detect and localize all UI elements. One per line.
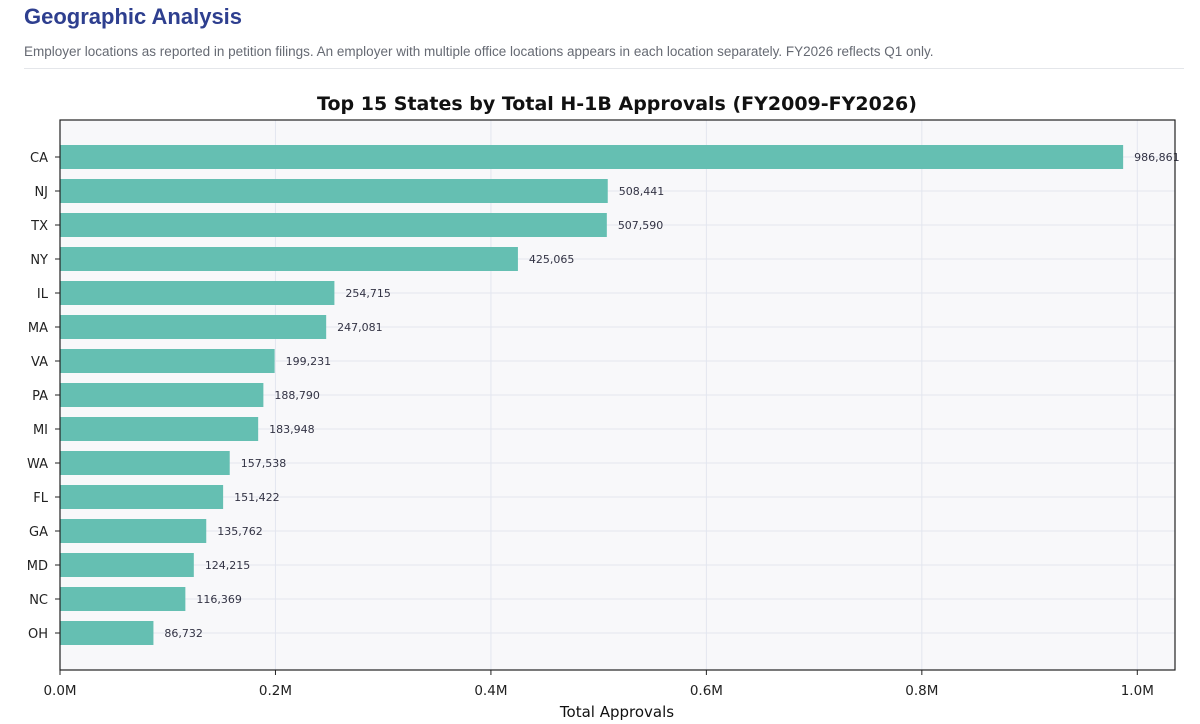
data-label-va: 199,231	[286, 355, 332, 368]
bar-oh	[60, 621, 154, 645]
x-axis: 0.0M 0.2M 0.4M 0.6M 0.8M 1.0M	[43, 670, 1154, 699]
y-tick-label-ma: MA	[28, 321, 48, 336]
bar-chart: Top 15 States by Total H-1B Approvals (F…	[27, 93, 1180, 721]
x-tick-label: 0.4M	[474, 683, 507, 699]
x-tick-label: 0.8M	[905, 683, 938, 699]
bar-il	[60, 281, 335, 305]
data-label-ny: 425,065	[529, 253, 575, 266]
x-tick-label: 0.6M	[690, 683, 723, 699]
y-tick-label-md: MD	[27, 559, 48, 574]
bar-ny	[60, 247, 518, 271]
y-tick-label-fl: FL	[33, 491, 48, 506]
y-tick-label-nj: NJ	[34, 185, 48, 200]
section-subtitle: Employer locations as reported in petiti…	[24, 44, 934, 59]
section-divider	[24, 68, 1184, 69]
bar-fl	[60, 485, 224, 509]
x-tick-label: 1.0M	[1121, 683, 1154, 699]
y-tick-label-ca: CA	[30, 151, 48, 166]
y-tick-label-il: IL	[37, 287, 49, 302]
y-tick-label-nc: NC	[29, 593, 48, 608]
bar-tx	[60, 213, 607, 237]
y-tick-label-ny: NY	[30, 253, 48, 268]
bar-nc	[60, 587, 186, 611]
bar-md	[60, 553, 194, 577]
x-axis-label: Total Approvals	[559, 703, 674, 721]
data-label-fl: 151,422	[234, 491, 279, 504]
y-tick-label-va: VA	[31, 355, 48, 370]
data-label-ca: 986,861	[1134, 151, 1180, 164]
bar-pa	[60, 383, 264, 407]
y-tick-label-pa: PA	[32, 389, 48, 404]
data-label-nj: 508,441	[619, 185, 665, 198]
bar-ga	[60, 519, 207, 543]
bar-ma	[60, 315, 327, 339]
bar-va	[60, 349, 275, 373]
data-label-md: 124,215	[205, 559, 251, 572]
data-label-ga: 135,762	[217, 525, 263, 538]
bar-ca	[60, 145, 1124, 169]
data-label-mi: 183,948	[269, 423, 315, 436]
bar-mi	[60, 417, 259, 441]
y-tick-label-wa: WA	[27, 457, 48, 472]
data-label-wa: 157,538	[241, 457, 287, 470]
bar-nj	[60, 179, 608, 203]
data-label-ma: 247,081	[337, 321, 383, 334]
y-tick-label-ga: GA	[29, 525, 48, 540]
y-axis: CA NJ TX NY IL MA VA PA MI WA FL GA MD NC OH	[27, 151, 60, 642]
data-label-tx: 507,590	[618, 219, 664, 232]
chart-title: Top 15 States by Total H-1B Approvals (F…	[317, 93, 917, 115]
y-tick-label-tx: TX	[30, 219, 48, 234]
section-title: Geographic Analysis	[24, 4, 243, 29]
data-label-nc: 116,369	[196, 593, 242, 606]
x-tick-label: 0.2M	[259, 683, 292, 699]
bar-wa	[60, 451, 230, 475]
y-tick-label-oh: OH	[28, 627, 48, 642]
data-label-pa: 188,790	[274, 389, 320, 402]
data-label-oh: 86,732	[164, 627, 203, 640]
x-tick-label: 0.0M	[43, 683, 76, 699]
y-tick-label-mi: MI	[33, 423, 48, 438]
data-label-il: 254,715	[345, 287, 391, 300]
bars: 986,861 508,441 507,590 425,065 254,715 247,0…	[60, 145, 1180, 645]
